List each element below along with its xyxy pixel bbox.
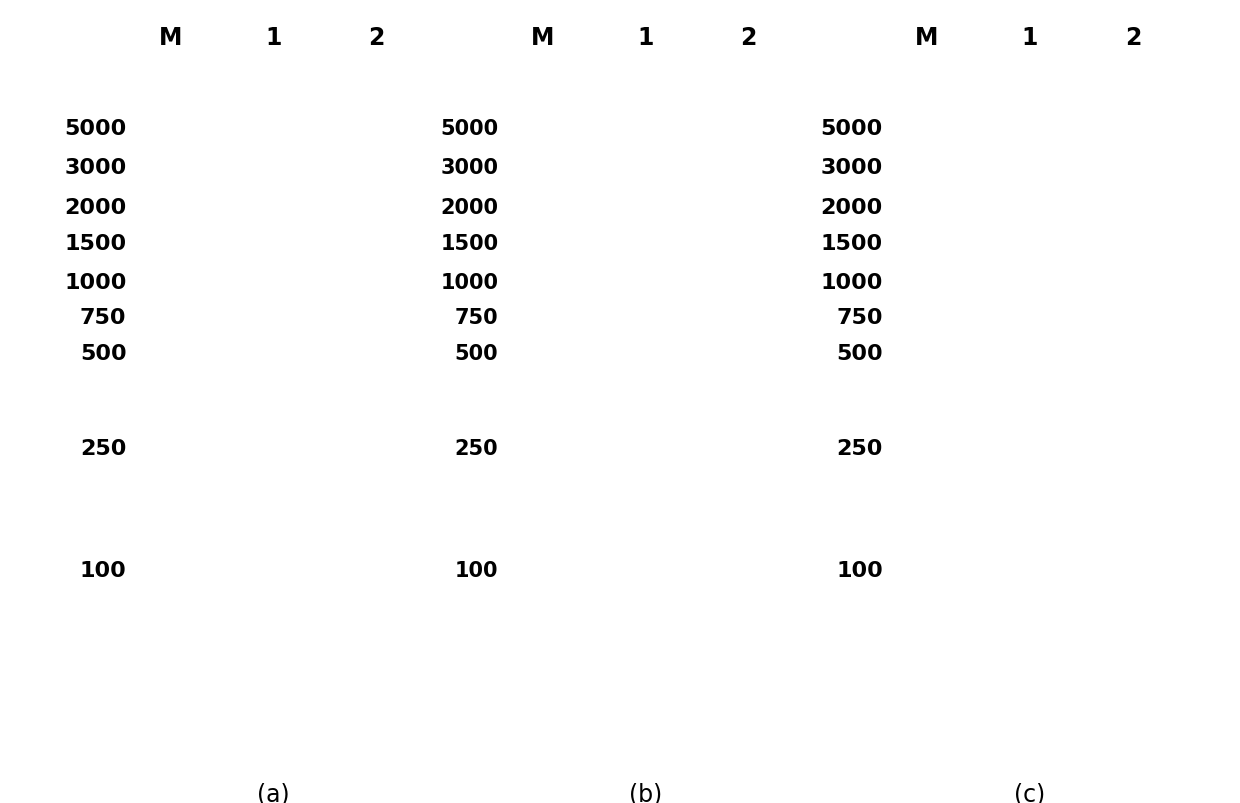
Text: 1000: 1000 bbox=[64, 273, 126, 292]
Text: 1: 1 bbox=[265, 26, 281, 50]
Text: 500: 500 bbox=[836, 344, 883, 364]
Text: 100: 100 bbox=[836, 560, 883, 581]
Text: M: M bbox=[915, 26, 939, 50]
Text: 250: 250 bbox=[837, 438, 883, 459]
Text: 2000: 2000 bbox=[64, 198, 126, 218]
Text: 250: 250 bbox=[455, 438, 498, 459]
Text: 2: 2 bbox=[368, 26, 384, 50]
Text: 2: 2 bbox=[740, 26, 756, 50]
Text: 2000: 2000 bbox=[821, 198, 883, 218]
Text: 5000: 5000 bbox=[440, 119, 498, 139]
Text: (a): (a) bbox=[257, 781, 290, 803]
Text: 750: 750 bbox=[455, 308, 498, 328]
Text: 750: 750 bbox=[79, 308, 126, 328]
Text: 500: 500 bbox=[79, 344, 126, 364]
Text: (c): (c) bbox=[1014, 781, 1045, 803]
Text: 2: 2 bbox=[1125, 26, 1141, 50]
Text: (b): (b) bbox=[629, 781, 662, 803]
Text: 3000: 3000 bbox=[64, 157, 126, 177]
Text: 5000: 5000 bbox=[64, 119, 126, 139]
Text: 3000: 3000 bbox=[440, 157, 498, 177]
Text: 1500: 1500 bbox=[440, 234, 498, 254]
Text: M: M bbox=[159, 26, 182, 50]
Text: 1000: 1000 bbox=[440, 273, 498, 292]
Text: 750: 750 bbox=[836, 308, 883, 328]
Text: 100: 100 bbox=[79, 560, 126, 581]
Text: 1: 1 bbox=[637, 26, 653, 50]
Text: 500: 500 bbox=[455, 344, 498, 364]
Text: 1500: 1500 bbox=[821, 234, 883, 254]
Text: 1: 1 bbox=[1022, 26, 1038, 50]
Text: 5000: 5000 bbox=[821, 119, 883, 139]
Text: 3000: 3000 bbox=[821, 157, 883, 177]
Text: 1000: 1000 bbox=[821, 273, 883, 292]
Text: 100: 100 bbox=[455, 560, 498, 581]
Text: M: M bbox=[531, 26, 554, 50]
Text: 250: 250 bbox=[81, 438, 126, 459]
Text: 1500: 1500 bbox=[64, 234, 126, 254]
Text: 2000: 2000 bbox=[440, 198, 498, 218]
